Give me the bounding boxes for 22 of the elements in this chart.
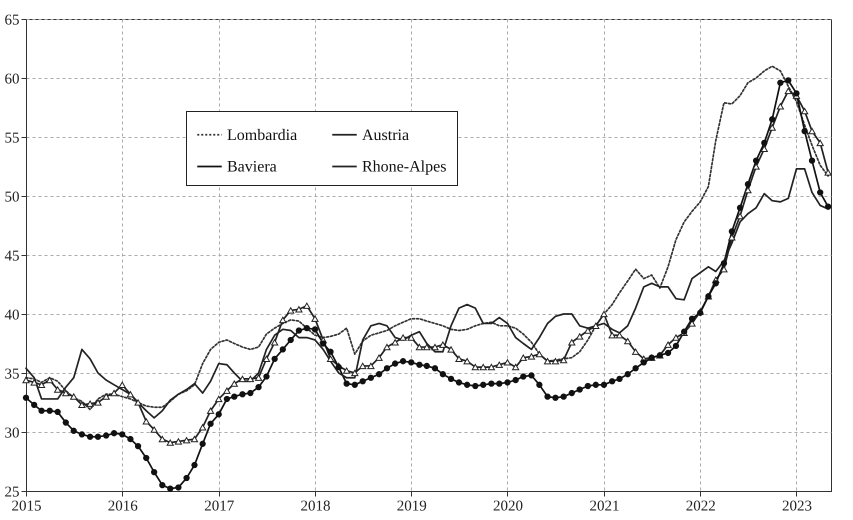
x-tick-label: 2016	[108, 498, 138, 514]
legend-label: Rhone-Alpes	[362, 158, 446, 176]
y-tick-label: 40	[4, 308, 20, 324]
legend-label: Austria	[362, 126, 410, 144]
x-tick-label: 2020	[492, 498, 523, 514]
y-tick-label: 55	[4, 130, 20, 146]
x-tick-label: 2018	[300, 498, 330, 514]
x-tick-label: 2017	[204, 498, 235, 514]
legend-label: Baviera	[227, 158, 277, 176]
y-tick-label: 45	[4, 248, 20, 264]
y-tick-label: 65	[4, 12, 20, 28]
y-tick-label: 25	[4, 484, 20, 500]
y-tick-label: 35	[4, 366, 20, 382]
x-tick-label: 2023	[782, 498, 812, 514]
legend-label: Lombardia	[227, 126, 298, 144]
y-tick-label: 50	[4, 190, 20, 206]
x-tick-label: 2019	[396, 498, 427, 514]
y-tick-label: 30	[4, 426, 20, 442]
x-tick-label: 2021	[589, 498, 620, 514]
y-tick-label: 60	[4, 72, 20, 88]
x-tick-label: 2015	[12, 498, 42, 514]
x-tick-label: 2022	[686, 498, 716, 514]
